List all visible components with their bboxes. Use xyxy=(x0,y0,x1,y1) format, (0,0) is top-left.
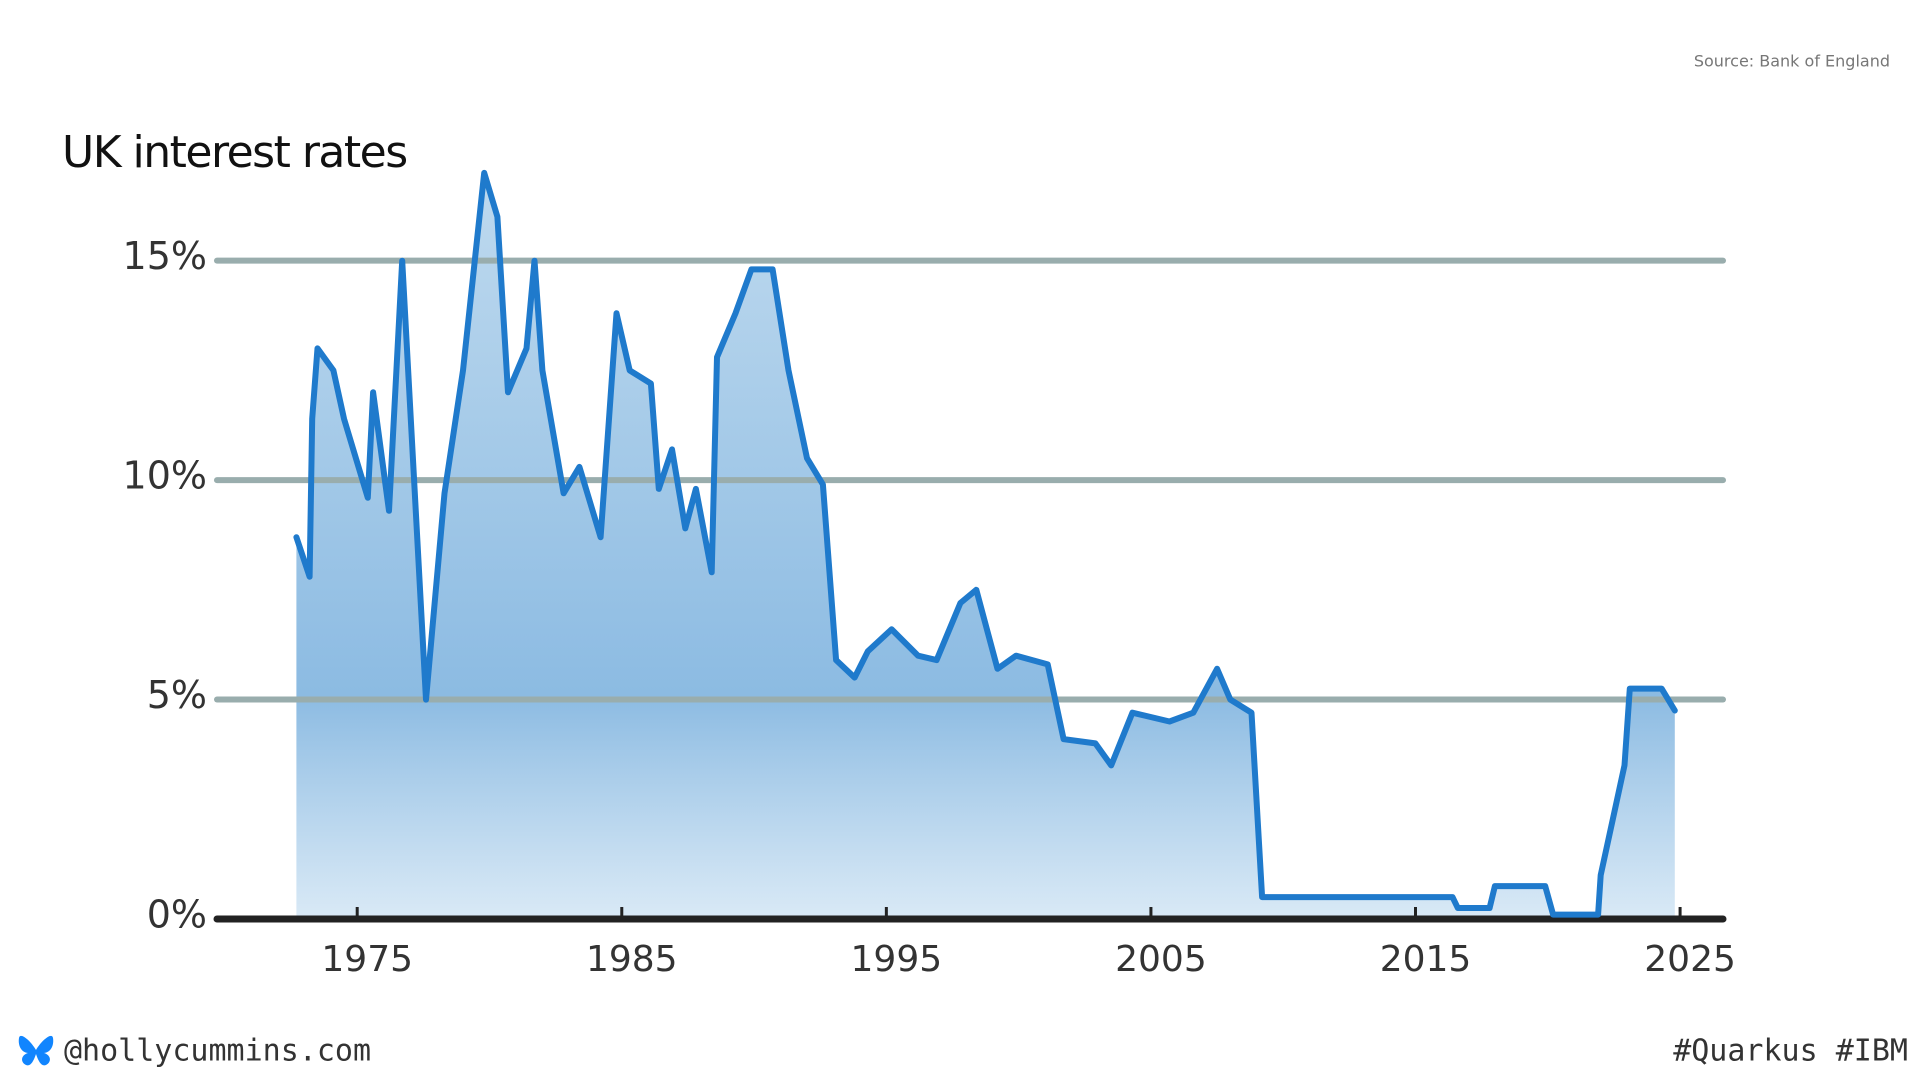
x-tick-label: 2015 xyxy=(1380,939,1472,980)
x-tick-label: 1995 xyxy=(851,939,943,980)
source: Source: Bank of England xyxy=(1694,52,1890,71)
footer-handle: @hollycummins.com xyxy=(64,1034,371,1069)
y-tick-label: 5% xyxy=(147,673,207,717)
x-tick-label: 2005 xyxy=(1115,939,1207,980)
y-tick-label: 15% xyxy=(123,234,207,278)
bluesky-icon xyxy=(18,1035,54,1066)
y-tick-label: 10% xyxy=(123,454,207,498)
line xyxy=(293,169,1678,918)
footer-tags: #Quarkus #IBM xyxy=(1673,1034,1908,1069)
x-tick-label: 2025 xyxy=(1644,939,1736,980)
x-tick-label: 1975 xyxy=(321,939,413,980)
x-tick-label: 1985 xyxy=(586,939,678,980)
y-tick-label: 0% xyxy=(147,893,207,937)
chart-title: UK interest rates xyxy=(62,127,407,178)
area xyxy=(296,172,1675,919)
